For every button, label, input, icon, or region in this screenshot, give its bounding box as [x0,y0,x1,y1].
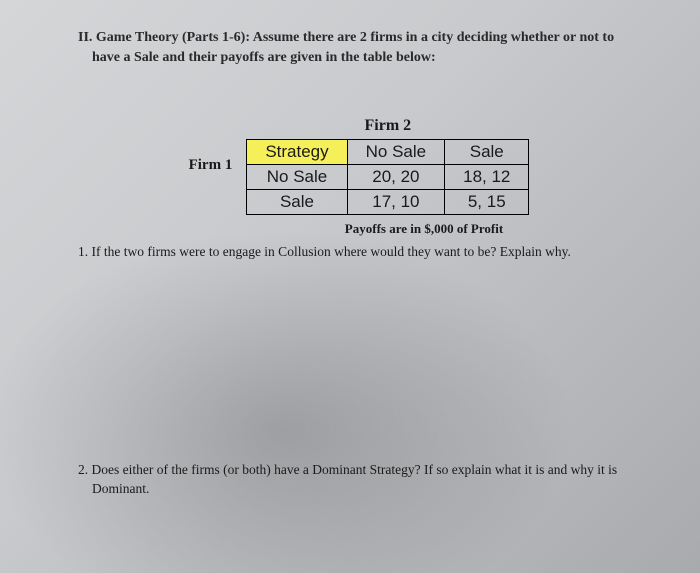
payoff-cell: 5, 15 [445,189,529,214]
question-1: 1. If the two firms were to engage in Co… [78,243,640,262]
row-header: Sale [247,189,347,214]
table-row: Sale 17, 10 5, 15 [247,189,529,214]
payoff-caption: Payoffs are in $,000 of Profit [208,221,640,237]
row-header: No Sale [247,164,347,189]
payoff-cell: 20, 20 [347,164,444,189]
worksheet-page: II. Game Theory (Parts 1-6): Assume ther… [0,0,700,519]
payoff-cell: 17, 10 [347,189,444,214]
table-row: No Sale 20, 20 18, 12 [247,164,529,189]
row-player-label: Firm 1 [189,157,237,174]
col-header: Sale [445,139,529,164]
heading-line2: have a Sale and their payoffs are given … [78,48,640,68]
question-2: 2. Does either of the firms (or both) ha… [78,461,620,499]
section-heading: II. Game Theory (Parts 1-6): Assume ther… [78,28,640,69]
payoff-cell: 18, 12 [445,164,529,189]
corner-cell: Strategy [247,139,347,164]
table-row: Strategy No Sale Sale [247,139,529,164]
payoff-table: Strategy No Sale Sale No Sale 20, 20 18,… [246,139,529,215]
col-player-label: Firm 2 [365,117,412,135]
col-header: No Sale [347,139,444,164]
matrix-column: Firm 2 Strategy No Sale Sale No Sale 20,… [246,117,529,215]
heading-line1: II. Game Theory (Parts 1-6): Assume ther… [78,30,614,45]
payoff-matrix-region: Firm 1 Firm 2 Strategy No Sale Sale No S… [78,117,640,215]
